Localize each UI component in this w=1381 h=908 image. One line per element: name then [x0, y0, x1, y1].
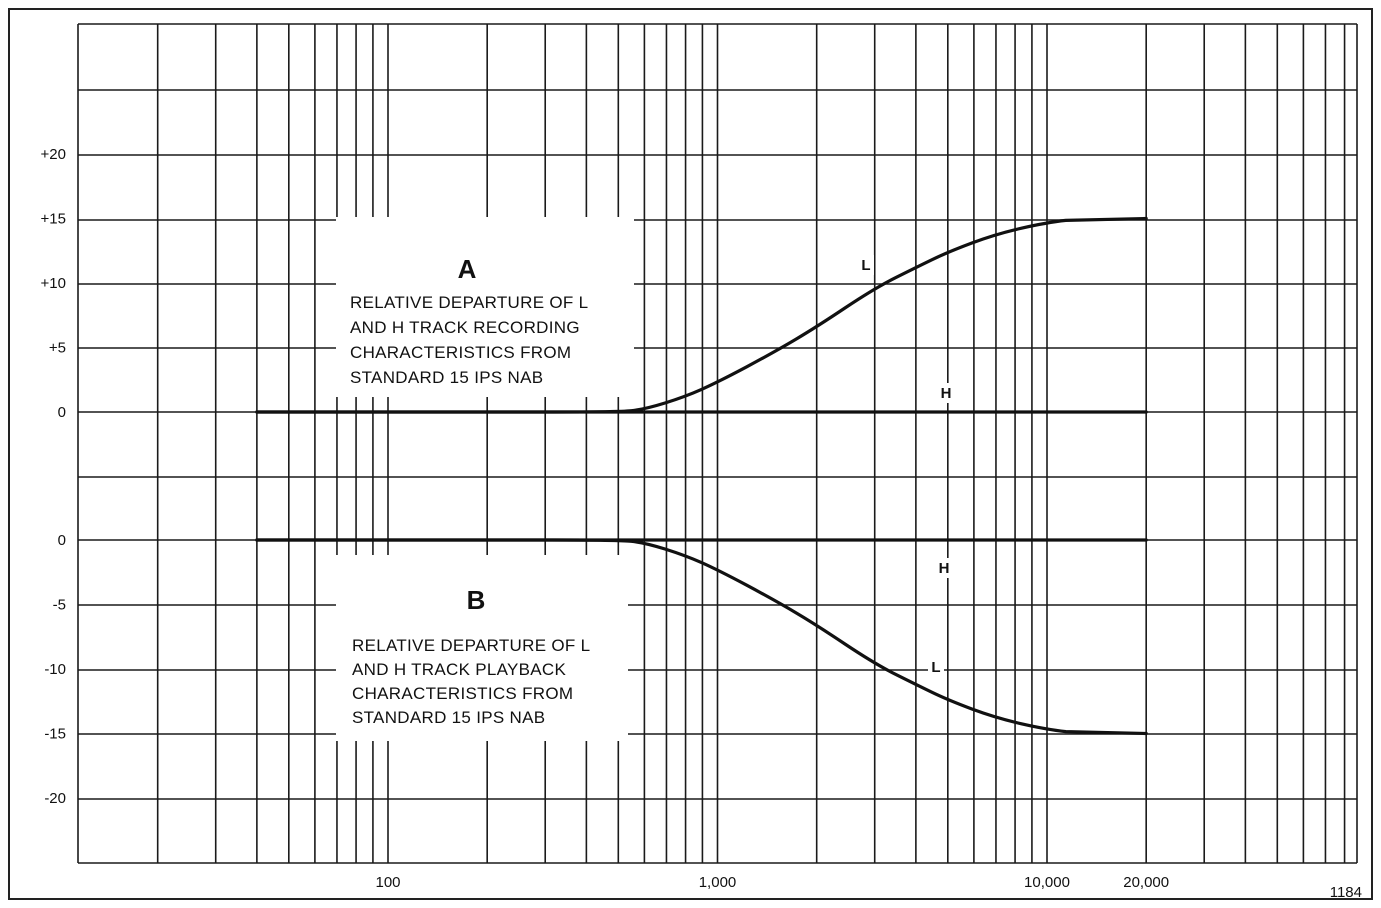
annotation-line: AND H TRACK RECORDING	[350, 318, 580, 337]
y-tick-label: +5	[49, 340, 66, 357]
y-tick-label: +10	[41, 275, 66, 292]
series-b-l-label-bg	[928, 657, 944, 677]
y-tick-label: +15	[41, 211, 66, 228]
series-a-h-label: H	[941, 385, 952, 402]
y-tick-label: 0	[58, 404, 66, 421]
annotation-line: CHARACTERISTICS FROM	[352, 684, 573, 703]
panel-letter-a: A	[458, 254, 477, 284]
series-b-l-label: L	[931, 659, 940, 676]
annotation-box-b	[336, 555, 628, 741]
series-b-h-label: H	[939, 560, 950, 577]
x-tick-label: 100	[375, 874, 400, 891]
series-a-l-label: L	[861, 257, 870, 274]
annotation-line: STANDARD 15 IPS NAB	[352, 708, 545, 727]
annotation-line: RELATIVE DEPARTURE OF L	[352, 636, 590, 655]
y-tick-label: +20	[41, 146, 66, 163]
annotation-box-a	[336, 217, 634, 397]
annotation-line: RELATIVE DEPARTURE OF L	[350, 293, 588, 312]
y-tick-label: -15	[44, 726, 66, 743]
annotation-line: CHARACTERISTICS FROM	[350, 343, 571, 362]
grid-layer	[77, 23, 1358, 864]
figure-number: 1184	[1330, 884, 1362, 901]
y-tick-label: 0	[58, 532, 66, 549]
y-tick-label: -5	[53, 597, 66, 614]
x-tick-label: 20,000	[1123, 874, 1169, 891]
series-b-l-line	[255, 538, 1148, 736]
annotation-boxes: A B RELATIVE DEPARTURE OF L AND H TRACK REC…	[336, 217, 634, 741]
series-a-l-label-bg	[858, 255, 874, 275]
annotation-line: AND H TRACK PLAYBACK	[352, 660, 567, 679]
y-tick-label: -20	[44, 790, 66, 807]
x-tick-label: 1,000	[699, 874, 737, 891]
series-b-h-label-bg	[936, 558, 952, 578]
label-layer: +20 +15 +10 +5 0 0 -5 -10 -15 -20 100 1,000 10,000 20…	[41, 146, 1362, 901]
x-tick-label: 10,000	[1024, 874, 1070, 891]
series-a-l-line	[255, 216, 1148, 414]
series-a-h-label-bg	[938, 383, 954, 403]
annotation-line: STANDARD 15 IPS NAB	[350, 368, 543, 387]
y-tick-label: -10	[44, 661, 66, 678]
curve-layer	[255, 216, 1148, 736]
panel-letter-b: B	[467, 585, 486, 615]
